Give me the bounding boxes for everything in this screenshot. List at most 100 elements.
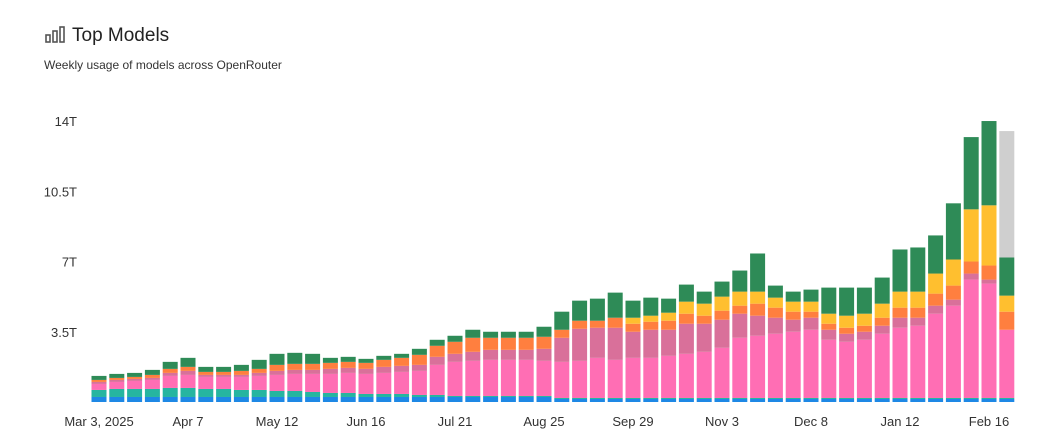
- bar-segment: [661, 397, 677, 399]
- bar-segment: [572, 398, 588, 402]
- bar-segment: [999, 131, 1015, 258]
- bar-segment: [767, 297, 783, 308]
- bar-segment: [287, 373, 303, 391]
- bar-segment: [554, 329, 570, 338]
- bar-segment: [198, 366, 214, 372]
- title: Top Models: [72, 25, 169, 46]
- bar-segment: [518, 331, 534, 338]
- bar-segment: [411, 348, 427, 355]
- bar-segment: [447, 395, 463, 397]
- bar-segment: [233, 389, 249, 397]
- bar-segment: [821, 313, 837, 324]
- bar-segment: [216, 371, 232, 375]
- bar-segment: [394, 393, 410, 397]
- bar-segment: [945, 285, 961, 300]
- bar-segment: [625, 397, 641, 399]
- bar-segment: [839, 398, 855, 402]
- bar-segment: [287, 352, 303, 364]
- bar-segment: [928, 305, 944, 314]
- bar-segment: [554, 337, 570, 362]
- bar-segment: [322, 392, 338, 397]
- bar-segment: [483, 359, 499, 396]
- bar-segment: [305, 396, 321, 402]
- bar-segment: [981, 279, 997, 284]
- bar-segment: [803, 289, 819, 302]
- bar-segment: [839, 397, 855, 399]
- bar-segment: [856, 313, 872, 326]
- x-tick-label: May 12: [256, 414, 299, 429]
- bar-segment: [803, 301, 819, 312]
- y-tick-label: 3.5T: [51, 325, 77, 340]
- bar-segment: [251, 368, 267, 373]
- bar-segment: [144, 396, 160, 402]
- x-tick-label: Apr 7: [172, 414, 203, 429]
- bar-segment: [767, 398, 783, 402]
- bar-segment: [483, 337, 499, 350]
- bar-segment: [198, 396, 214, 402]
- bar-segment: [340, 367, 356, 373]
- bar-segment: [109, 373, 125, 378]
- x-tick-label: Nov 3: [705, 414, 739, 429]
- bar-segment: [91, 381, 107, 384]
- bar-segment: [554, 311, 570, 330]
- bar-segment: [251, 372, 267, 376]
- bar-segment: [127, 376, 143, 379]
- bar-segment: [162, 375, 178, 388]
- bar-segment: [661, 320, 677, 330]
- bar-segment: [661, 312, 677, 321]
- bar-segment: [251, 396, 267, 402]
- bar-segment: [536, 395, 552, 397]
- bar-segment: [750, 291, 766, 304]
- bar-segment: [874, 317, 890, 326]
- bar-segment: [910, 307, 926, 318]
- bar-segment: [696, 398, 712, 402]
- bar-segment: [892, 317, 908, 328]
- bar-segment: [483, 395, 499, 397]
- bar-segment: [999, 398, 1015, 402]
- bar-segment: [767, 285, 783, 298]
- bar-segment: [322, 396, 338, 402]
- bar-segment: [732, 313, 748, 338]
- x-tick-label: Dec 8: [794, 414, 828, 429]
- bar-segment: [340, 392, 356, 397]
- bar-segment: [162, 396, 178, 402]
- bar-segment: [750, 335, 766, 398]
- x-tick-label: Jun 16: [346, 414, 385, 429]
- bar-segment: [785, 398, 801, 402]
- bar-segment: [856, 287, 872, 314]
- bar-segment: [465, 396, 481, 402]
- bar-segment: [643, 321, 659, 330]
- bar-segment: [322, 362, 338, 369]
- bar-segment: [518, 349, 534, 360]
- bar-segment: [945, 305, 961, 398]
- bar-segment: [661, 329, 677, 356]
- bar-segment: [892, 327, 908, 398]
- bar-segment: [874, 303, 890, 318]
- bar-segment: [999, 295, 1015, 312]
- bar-segment: [589, 398, 605, 402]
- bar-segment: [910, 397, 926, 399]
- bar-segment: [856, 325, 872, 332]
- bar-segment: [589, 327, 605, 358]
- bar-segment: [643, 357, 659, 398]
- bar-segment: [465, 395, 481, 397]
- bar-segment: [376, 359, 392, 367]
- bar-segment: [465, 329, 481, 338]
- bar-segment: [803, 329, 819, 398]
- bar-segment: [91, 375, 107, 380]
- bar-segment: [945, 259, 961, 286]
- bar-segment: [678, 301, 694, 314]
- bar-segment: [500, 349, 516, 360]
- bar-segment: [999, 311, 1015, 330]
- bar-segment: [963, 397, 979, 399]
- bar-segment: [803, 317, 819, 330]
- bar-segment: [696, 303, 712, 316]
- bar-segment: [269, 353, 285, 365]
- bar-segment: [910, 247, 926, 292]
- bar-segment: [750, 253, 766, 292]
- bar-segment: [678, 284, 694, 302]
- bar-segment: [109, 379, 125, 382]
- bar-segment: [607, 327, 623, 360]
- bar-segment: [678, 313, 694, 324]
